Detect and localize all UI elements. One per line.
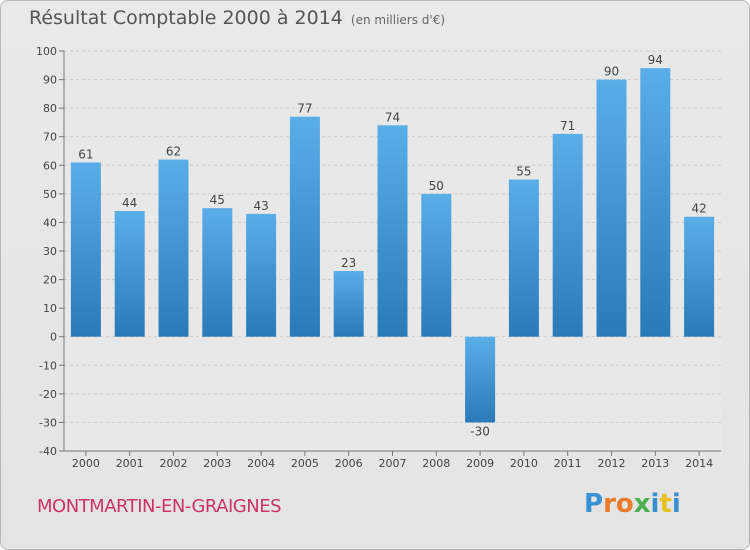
data-label: 94 <box>648 53 663 67</box>
x-tick-label: 2005 <box>291 457 319 470</box>
y-tick-label: 50 <box>43 188 57 201</box>
bar <box>596 79 627 337</box>
x-tick-label: 2000 <box>72 457 100 470</box>
y-tick-label: 10 <box>43 302 57 315</box>
logo-letter: i <box>650 489 660 519</box>
y-tick-label: 70 <box>43 131 57 144</box>
bar <box>289 116 320 337</box>
x-tick-label: 2001 <box>116 457 144 470</box>
bar <box>70 162 101 337</box>
x-tick-label: 2003 <box>203 457 231 470</box>
bar <box>508 179 539 337</box>
data-label: 90 <box>604 65 619 79</box>
y-tick-label: 0 <box>50 331 57 344</box>
y-tick-label: 40 <box>43 216 57 229</box>
x-tick-label: 2012 <box>598 457 626 470</box>
logo-letter: t <box>659 489 672 519</box>
bar <box>421 193 452 337</box>
x-tick-label: 2011 <box>554 457 582 470</box>
x-tick-label: 2007 <box>379 457 407 470</box>
bar <box>552 133 583 337</box>
x-tick-label: 2008 <box>422 457 450 470</box>
bar <box>684 216 715 337</box>
data-label: 74 <box>385 110 400 124</box>
y-tick-label: 60 <box>43 159 57 172</box>
x-tick-label: 2010 <box>510 457 538 470</box>
data-label: 55 <box>516 165 531 179</box>
bar <box>158 159 189 337</box>
logo-letter: r <box>603 489 616 519</box>
y-tick-label: 20 <box>43 274 57 287</box>
bar <box>246 213 277 337</box>
y-tick-label: -20 <box>39 388 57 401</box>
data-label: 45 <box>210 193 225 207</box>
chart-subtitle: (en milliers d'€) <box>350 13 446 27</box>
chart-title: Résultat Comptable 2000 à 2014 (en millie… <box>29 7 445 29</box>
data-label: 61 <box>78 147 93 161</box>
commune-name: MONTMARTIN-EN-GRAIGNES <box>37 496 282 517</box>
data-label: 23 <box>341 256 356 270</box>
bar <box>202 208 233 337</box>
x-tick-label: 2002 <box>160 457 188 470</box>
logo-letter: x <box>633 489 651 519</box>
bar <box>640 68 671 337</box>
chart-title-text: Résultat Comptable 2000 à 2014 <box>29 7 343 29</box>
data-label: 77 <box>297 102 312 116</box>
bar <box>465 336 496 423</box>
proxiti-logo: Proxiti <box>584 489 681 519</box>
logo-letter: o <box>615 489 634 519</box>
y-tick-label: 90 <box>43 74 57 87</box>
y-tick-label: -30 <box>39 416 57 429</box>
y-tick-label: -40 <box>39 445 57 458</box>
x-tick-label: 2006 <box>335 457 363 470</box>
data-label: 44 <box>122 196 137 210</box>
data-label: 71 <box>560 119 575 133</box>
x-tick-label: 2014 <box>685 457 713 470</box>
bar <box>114 211 145 337</box>
data-label: 42 <box>691 202 706 216</box>
data-label: -30 <box>470 424 490 438</box>
logo-letter: i <box>671 489 681 519</box>
x-tick-label: 2009 <box>466 457 494 470</box>
x-tick-label: 2013 <box>641 457 669 470</box>
y-tick-label: -10 <box>39 359 57 372</box>
bar <box>333 271 364 337</box>
logo-letter: P <box>584 489 604 519</box>
bar <box>377 125 408 337</box>
y-tick-label: 80 <box>43 102 57 115</box>
y-tick-label: 100 <box>36 45 57 58</box>
data-label: 50 <box>429 179 444 193</box>
data-label: 43 <box>253 199 268 213</box>
x-tick-label: 2004 <box>247 457 275 470</box>
data-label: 62 <box>166 145 181 159</box>
y-tick-label: 30 <box>43 245 57 258</box>
